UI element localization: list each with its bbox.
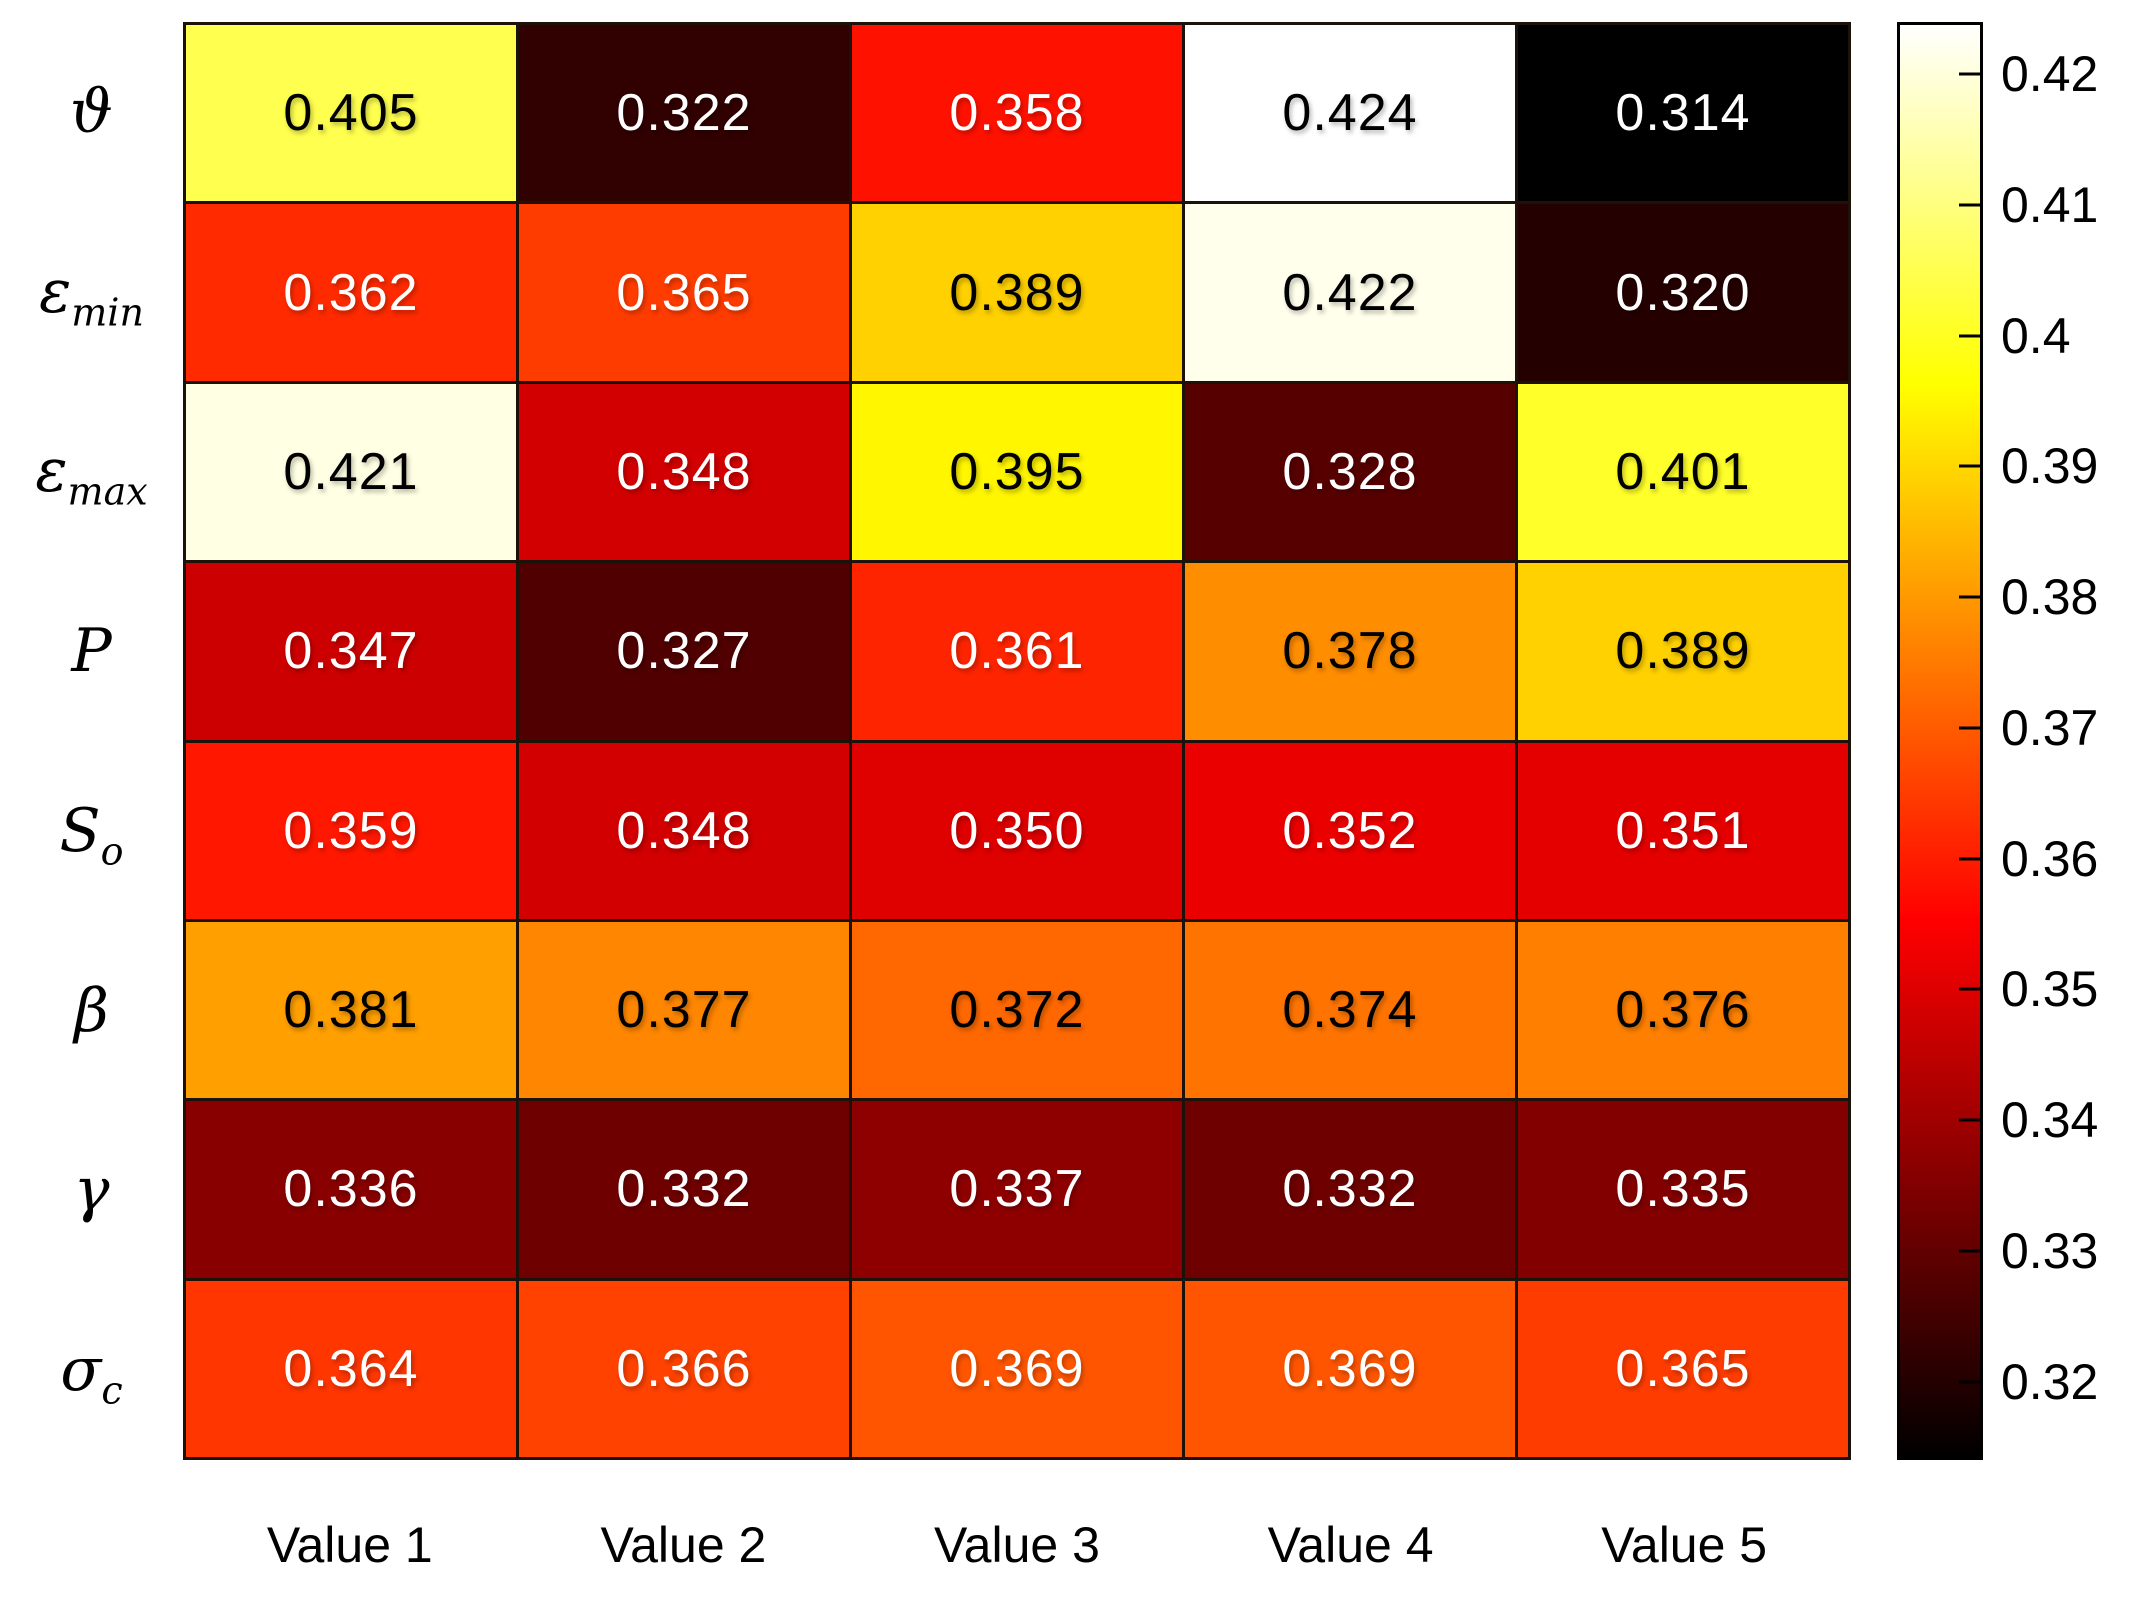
heatmap-cell-r4c3: 0.361 (852, 563, 1182, 740)
heatmap-cell-r7c4: 0.332 (1185, 1101, 1515, 1278)
heatmap-cell-r1c4: 0.424 (1185, 25, 1515, 202)
heatmap-cell-r2c2: 0.365 (519, 204, 849, 381)
heatmap-cell-r7c5: 0.335 (1518, 1101, 1848, 1278)
colorbar-tick-label-0.39: 0.39 (2001, 438, 2099, 495)
heatmap-cell-r1c3: 0.358 (852, 25, 1182, 202)
colorbar-tick-0.39 (1959, 464, 1980, 468)
heatmap-cell-r7c2: 0.332 (519, 1101, 849, 1278)
colorbar-tick-label-0.35: 0.35 (2001, 961, 2099, 1018)
colorbar-tick-0.36 (1959, 857, 1980, 861)
colorbar: 0.42 0.41 0.4 0.39 0.38 0.37 0.36 0.35 0.34 0.33 0… (1897, 22, 2142, 1460)
colorbar-tick-label-0.33: 0.33 (2001, 1222, 2099, 1279)
heatmap-cell-r7c3: 0.337 (852, 1101, 1182, 1278)
row-label-_c: σc (60, 1335, 123, 1413)
heatmap-cell-r5c5: 0.351 (1518, 742, 1848, 919)
colorbar-tick-label-0.41: 0.41 (2001, 177, 2099, 234)
heatmap-cell-r6c4: 0.374 (1185, 921, 1515, 1099)
heatmap-cell-r6c2: 0.377 (519, 921, 849, 1099)
colorbar-tick-label-0.38: 0.38 (2001, 569, 2099, 626)
heatmap-cell-r5c4: 0.352 (1185, 742, 1515, 919)
colorbar-tick-label-0.36: 0.36 (2001, 830, 2099, 887)
heatmap-cell-r8c2: 0.366 (519, 1280, 849, 1457)
heatmap-cell-r1c1: 0.405 (186, 25, 516, 202)
heatmap-cell-r8c5: 0.365 (1518, 1280, 1848, 1457)
colorbar-tick-0.32 (1959, 1380, 1980, 1384)
column-label-2: Value 2 (600, 1517, 767, 1573)
heatmap-cell-r8c1: 0.364 (186, 1280, 516, 1457)
colorbar-tick-label-0.4: 0.4 (2001, 307, 2071, 364)
heatmap-cell-r7c1: 0.336 (186, 1101, 516, 1278)
heatmap-cell-r5c1: 0.359 (186, 742, 516, 919)
heatmap-cell-r4c2: 0.327 (519, 563, 849, 740)
heatmap-cell-r4c4: 0.378 (1185, 563, 1515, 740)
colorbar-tick-label-0.32: 0.32 (2001, 1353, 2099, 1410)
heatmap-cell-r6c1: 0.381 (186, 921, 516, 1099)
colorbar-tick-0.37 (1959, 726, 1980, 730)
heatmap-cell-r1c2: 0.322 (519, 25, 849, 202)
row-label-_min: εmin (39, 256, 144, 334)
x-axis-column-labels: Value 1 Value 2 Value 3 Value 4 Value 5 (183, 1505, 1851, 1585)
heatmap-cell-r2c4: 0.422 (1185, 204, 1515, 381)
heatmap-cell-r1c5: 0.314 (1518, 25, 1848, 202)
column-label-1: Value 1 (266, 1517, 433, 1573)
heatmap-cell-r6c3: 0.372 (852, 921, 1182, 1099)
heatmap-cell-r3c1: 0.421 (186, 383, 516, 561)
colorbar-tick-0.38 (1959, 595, 1980, 599)
heatmap-cell-r5c3: 0.350 (852, 742, 1182, 919)
row-label-_max: εmax (35, 436, 148, 514)
heatmap-cell-r2c1: 0.362 (186, 204, 516, 381)
heatmap-cell-r8c4: 0.369 (1185, 1280, 1515, 1457)
column-label-4: Value 4 (1267, 1517, 1434, 1573)
column-label-5: Value 5 (1601, 1517, 1768, 1573)
heatmap-cell-r2c3: 0.389 (852, 204, 1182, 381)
row-label-: γ (73, 1155, 110, 1226)
colorbar-tick-0.33 (1959, 1249, 1980, 1253)
colorbar-tick-0.4 (1959, 334, 1980, 338)
column-label-3: Value 3 (934, 1517, 1100, 1573)
row-label-: β (74, 975, 109, 1046)
y-axis-row-labels: ϑ εmin εmax P So β γ σc (0, 22, 183, 1460)
heatmap-grid: 0.405 0.322 0.358 0.424 0.314 0.362 0.365 0.389… (183, 22, 1851, 1460)
heatmap-cell-r3c3: 0.395 (852, 383, 1182, 561)
heatmap-cell-r3c4: 0.328 (1185, 383, 1515, 561)
colorbar-tick-0.34 (1959, 1118, 1980, 1122)
colorbar-tick-0.42 (1959, 72, 1980, 76)
colorbar-tick-label-0.37: 0.37 (2001, 699, 2099, 756)
row-label-: ϑ (70, 76, 113, 147)
heatmap-cell-r3c2: 0.348 (519, 383, 849, 561)
heatmap-cell-r4c5: 0.389 (1518, 563, 1848, 740)
colorbar-tick-label-0.42: 0.42 (2001, 46, 2099, 103)
colorbar-gradient (1897, 22, 1983, 1460)
heatmap-cell-r8c3: 0.369 (852, 1280, 1182, 1457)
colorbar-tick-0.35 (1959, 987, 1980, 991)
heatmap-cell-r6c5: 0.376 (1518, 921, 1848, 1099)
heatmap-cell-r2c5: 0.320 (1518, 204, 1848, 381)
heatmap-cell-r3c5: 0.401 (1518, 383, 1848, 561)
heatmap-cell-r4c1: 0.347 (186, 563, 516, 740)
heatmap-cell-r5c2: 0.348 (519, 742, 849, 919)
row-label-S_o: So (59, 795, 124, 874)
colorbar-tick-0.41 (1959, 203, 1980, 207)
colorbar-tick-label-0.34: 0.34 (2001, 1092, 2099, 1149)
row-label-P: P (71, 616, 112, 687)
